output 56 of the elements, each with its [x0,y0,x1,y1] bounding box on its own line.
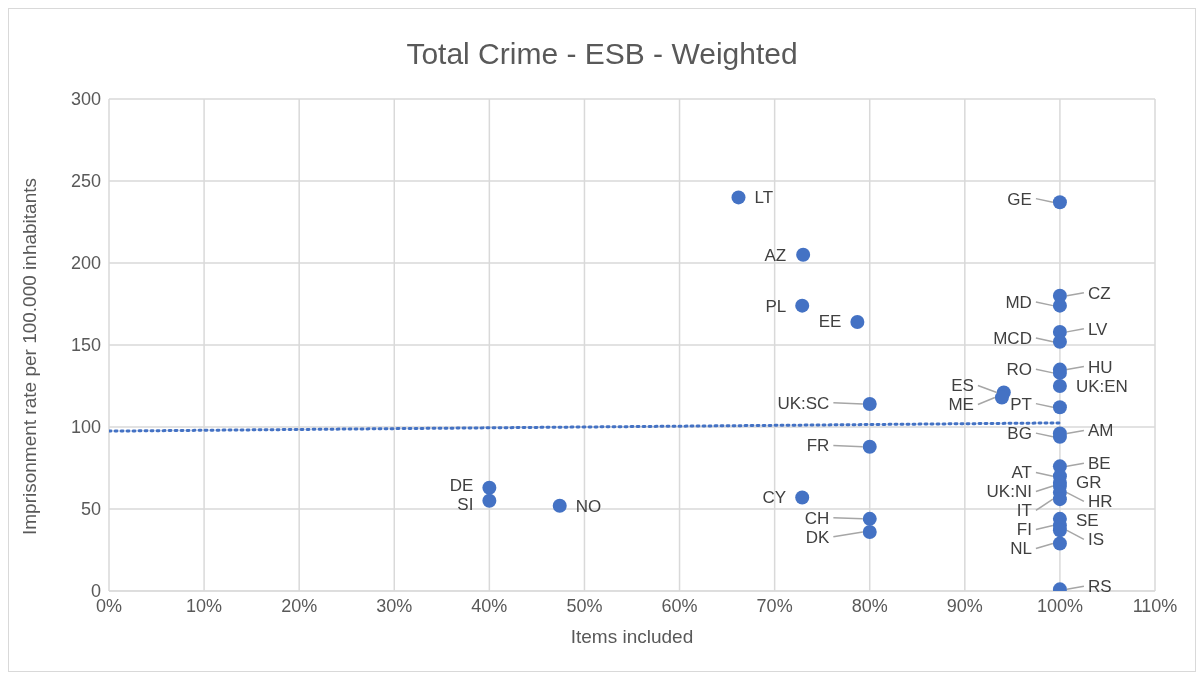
annotation: AZ [764,245,787,265]
annotation: DE [449,475,474,495]
annotation: ME [948,395,974,415]
chart-title: Total Crime - ESB - Weighted [405,37,799,71]
annotation: UK:NI [986,482,1032,502]
annotation: CY [762,488,787,508]
x-tick-label: 100% [1036,595,1083,616]
annotation: CH [804,508,830,528]
y-tick-label: 250 [70,171,101,192]
annotation: IS [1087,530,1104,550]
annotation: RO [1006,360,1032,380]
y-tick-label: 300 [70,89,101,110]
annotation: MD [1005,292,1032,312]
annotation: IT [1016,501,1032,521]
annotation: BE [1087,454,1111,474]
annotation: RS [1087,577,1112,597]
annotation: DK [805,527,831,547]
annotation: HU [1087,357,1113,377]
annotation: AT [1011,463,1032,483]
annotation: NL [1010,539,1032,559]
x-tick-label: 30% [376,595,413,616]
x-tick-label: 80% [851,595,888,616]
y-tick-label: 150 [70,335,101,356]
x-tick-label: 60% [661,595,698,616]
y-tick-label: 100 [70,417,101,438]
annotation: CZ [1087,283,1111,303]
annotation: PL [765,296,787,316]
annotation: FR [806,436,830,456]
x-axis-title: Items included [570,626,694,647]
y-tick-label: 50 [80,499,101,520]
x-tick-label: 40% [471,595,508,616]
annotation: PT [1010,394,1032,414]
annotation: UK:SC [777,393,830,413]
x-tick-label: 50% [566,595,603,616]
annotation: GE [1007,189,1032,209]
annotation: BG [1007,424,1032,444]
annotation: MCD [993,328,1032,348]
x-tick-label: 10% [186,595,223,616]
x-tick-label: 110% [1132,595,1178,616]
y-axis-title: Imprisonment rate per 100.000 inhabitants [18,178,40,535]
annotation: FI [1016,520,1032,540]
x-tick-label: 90% [946,595,983,616]
x-tick-label: 20% [281,595,318,616]
annotation: SI [457,494,474,514]
annotation: EE [818,311,842,331]
annotation: GR [1075,473,1102,493]
annotation: LV [1087,319,1109,339]
annotation: NO [575,496,602,516]
x-tick-label: 70% [756,595,793,616]
annotation: AM [1087,421,1114,441]
annotation: ES [951,376,974,396]
annotation: UK:EN [1075,376,1128,396]
y-tick-label: 200 [70,253,101,274]
annotation: LT [754,188,774,208]
annotation: SE [1075,511,1099,531]
annotation: HR [1087,492,1113,512]
